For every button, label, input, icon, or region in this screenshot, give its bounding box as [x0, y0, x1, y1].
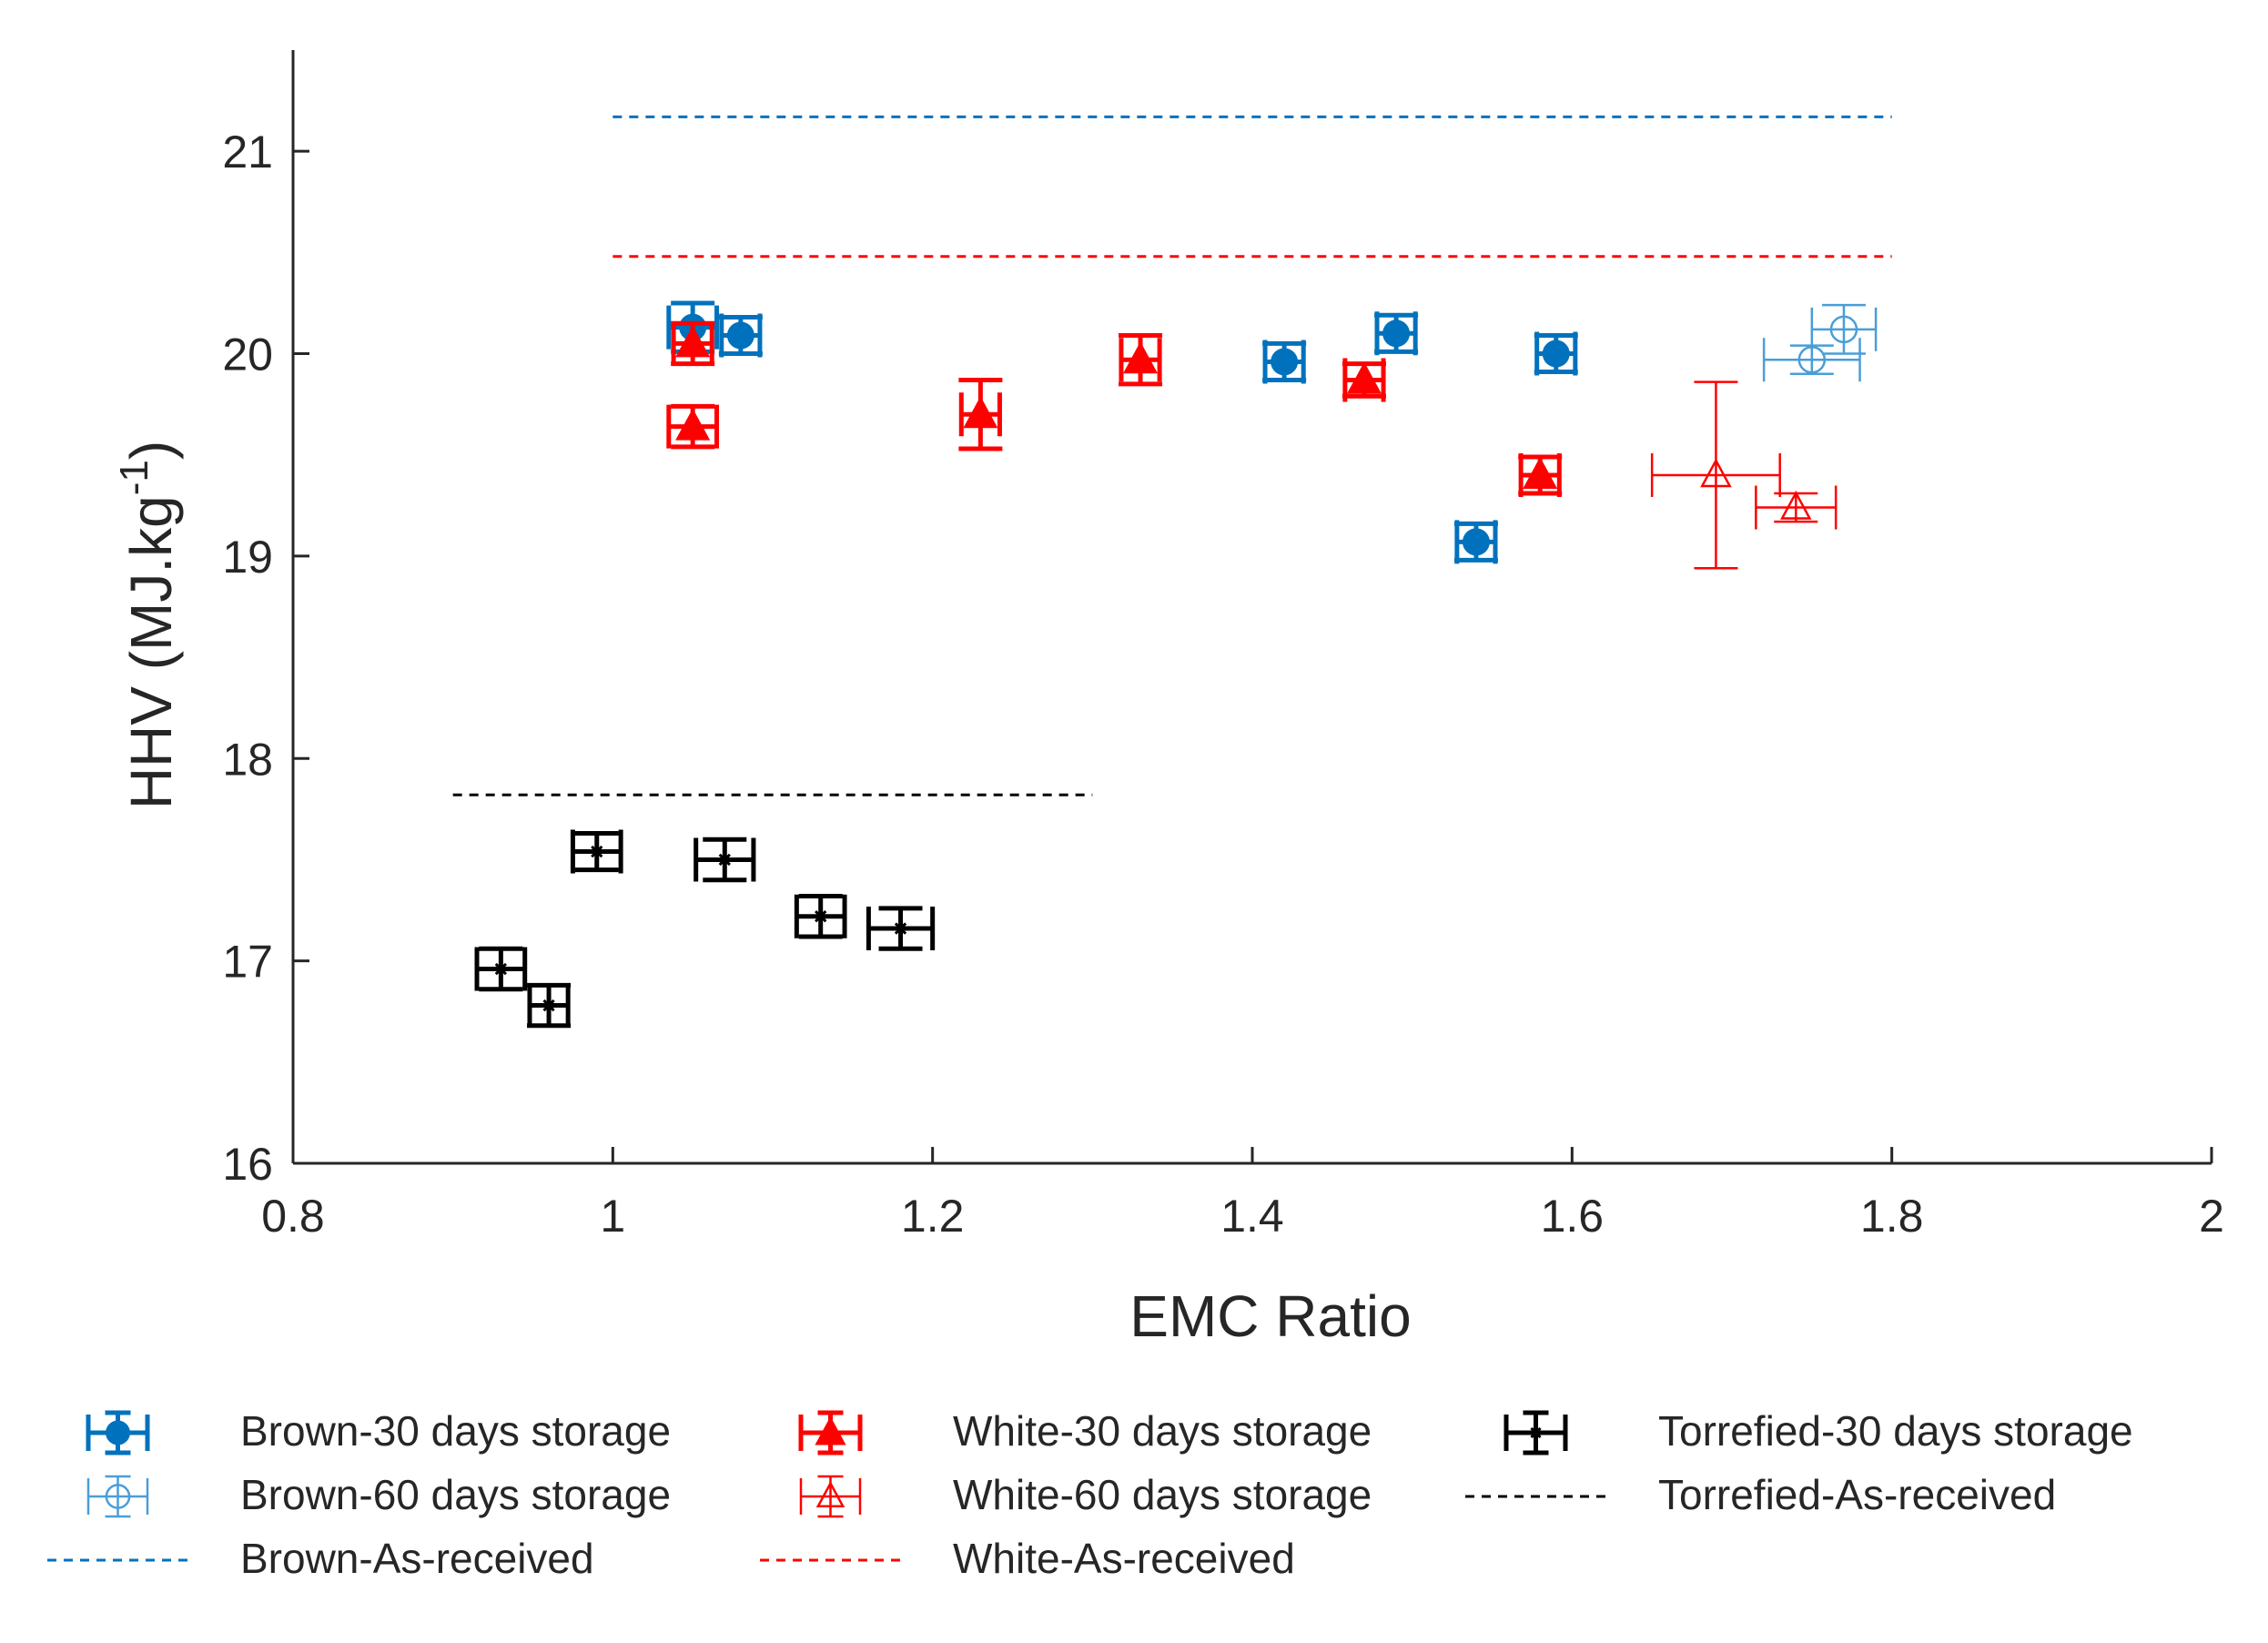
x-axis-title: EMC Ratio	[1129, 1283, 1411, 1349]
star-marker-stroke	[815, 910, 827, 923]
circle-marker	[1542, 340, 1570, 368]
star-marker-stroke	[1530, 1426, 1542, 1439]
legend-label: Brown-As-received	[240, 1535, 594, 1582]
data-point	[1534, 331, 1578, 376]
data-point	[794, 893, 847, 939]
data-point	[570, 829, 623, 874]
triangle-marker	[815, 1416, 846, 1445]
legend-item: Brown-As-received	[47, 1535, 594, 1582]
legend-label: White-60 days storage	[953, 1471, 1372, 1518]
reference-lines	[452, 115, 1892, 796]
open-triangle-marker	[1700, 458, 1732, 488]
legend: Brown-30 days storage White-30 days stora…	[47, 1407, 2133, 1582]
open-circle-marker	[1829, 315, 1858, 344]
y-axis-title-superscript: -1	[112, 460, 157, 495]
x-tick-label: 1.4	[1220, 1191, 1284, 1242]
triangle-marker	[675, 408, 711, 441]
y-axis-title: HHV (MJ.kg-1)	[112, 441, 184, 809]
x-tick-label: 1.8	[1860, 1191, 1924, 1242]
star-marker-stroke	[591, 845, 603, 858]
series-group	[1762, 303, 1878, 382]
legend-item: Torrefied-As-received	[1465, 1471, 2056, 1518]
series-group	[666, 300, 1578, 564]
legend-label: Brown-30 days storage	[240, 1407, 671, 1455]
data-point	[1453, 520, 1498, 564]
star-marker-stroke	[718, 853, 731, 867]
series-layer	[474, 300, 1878, 1029]
data-point	[1262, 340, 1307, 384]
data-point	[958, 377, 1003, 451]
data-point	[1342, 358, 1386, 402]
y-axis-title-suffix: )	[118, 441, 184, 460]
series-group	[1650, 380, 1838, 570]
star-marker-stroke	[542, 999, 555, 1012]
data-point	[671, 320, 715, 367]
data-point	[1755, 485, 1838, 530]
triangle-marker	[963, 396, 998, 429]
x-tick-label: 1.6	[1541, 1191, 1605, 1242]
open-triangle-marker	[1779, 490, 1812, 520]
open-circle-marker	[105, 1484, 131, 1509]
x-tick-label: 2	[2199, 1191, 2224, 1242]
series-group	[666, 320, 1563, 497]
star-marker-stroke	[494, 962, 508, 976]
triangle-marker	[1123, 341, 1159, 374]
data-point	[718, 313, 763, 358]
triangle-marker	[1523, 456, 1558, 489]
data-point	[1518, 452, 1563, 497]
series-group	[474, 829, 936, 1029]
star-marker-stroke	[894, 922, 907, 935]
legend-label: White-30 days storage	[953, 1407, 1372, 1455]
legend-item: White-As-received	[760, 1535, 1295, 1582]
y-tick-label: 21	[222, 127, 273, 177]
legend-label: White-As-received	[953, 1535, 1295, 1582]
circle-marker	[726, 321, 754, 350]
open-triangle-marker	[815, 1480, 845, 1508]
circle-marker	[1382, 319, 1411, 348]
legend-item: White-30 days storage	[798, 1407, 1372, 1455]
y-tick-label: 16	[222, 1139, 273, 1190]
legend-label: Brown-60 days storage	[240, 1471, 671, 1518]
y-tick-label: 19	[222, 532, 273, 583]
x-tick-label: 0.8	[261, 1191, 325, 1242]
data-point	[1810, 303, 1878, 355]
data-point	[527, 982, 572, 1029]
legend-label: Torrefied-As-received	[1658, 1471, 2056, 1518]
axes-layer: 0.8 1 1.2 1.4 1.6 1.8 2 16 17 18 19 20 21 EMC Ratio HH…	[112, 50, 2224, 1349]
y-tick-label: 20	[222, 330, 273, 380]
legend-label: Torrefied-30 days storage	[1658, 1407, 2133, 1455]
circle-marker	[1462, 528, 1490, 556]
data-point	[1650, 380, 1781, 570]
legend-item: Brown-30 days storage	[86, 1407, 671, 1455]
data-point	[666, 403, 720, 450]
legend-item: Torrefied-30 days storage	[1504, 1407, 2133, 1455]
legend-item: White-60 days storage	[799, 1471, 1372, 1518]
triangle-marker	[675, 325, 711, 358]
circle-marker	[1271, 348, 1299, 376]
y-axis-title-main: HHV (MJ.kg	[118, 495, 184, 809]
triangle-marker	[1346, 361, 1382, 394]
y-tick-label: 18	[222, 734, 273, 785]
data-point	[474, 946, 528, 992]
data-point	[866, 906, 936, 951]
x-tick-label: 1	[600, 1191, 625, 1242]
data-point	[1374, 311, 1419, 356]
legend-item: Brown-60 days storage	[86, 1471, 671, 1518]
data-point	[694, 837, 756, 883]
data-point	[1119, 333, 1163, 387]
x-tick-label: 1.2	[901, 1191, 965, 1242]
circle-marker	[106, 1420, 130, 1445]
y-tick-label: 17	[222, 937, 273, 988]
